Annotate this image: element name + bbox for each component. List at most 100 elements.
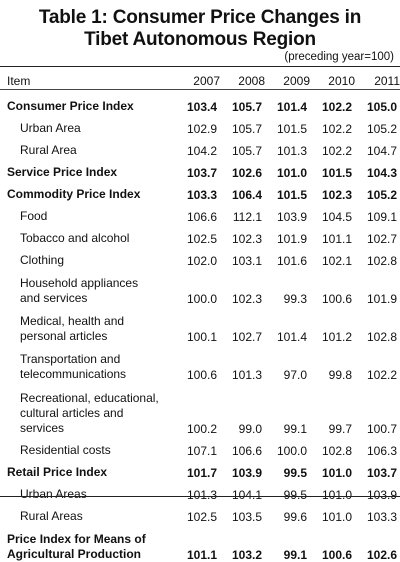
row-value: 102.7: [231, 330, 262, 344]
row-label: Tobacco and alcohol: [20, 231, 130, 245]
row-label: Household appliances and services: [20, 276, 139, 305]
header-year: 2009: [283, 74, 310, 88]
row-value: 101.0: [276, 166, 307, 180]
row-value: 101.5: [276, 122, 307, 136]
row-value: 105.7: [231, 122, 262, 136]
row-value: 99.7: [328, 422, 352, 436]
row-value: 102.3: [321, 188, 352, 202]
row-value: 105.2: [366, 122, 397, 136]
header-year: 2007: [193, 74, 220, 88]
row-label: Medical, health and personal articles: [20, 314, 125, 343]
row-value: 101.3: [276, 144, 307, 158]
row-value: 99.0: [238, 422, 262, 436]
row-value: 103.4: [186, 100, 217, 114]
row-label: Recreational, educational, cultural arti…: [20, 391, 159, 435]
header-row: Item 2007 2008 2009 2010 2011: [0, 69, 400, 88]
row-value: 100.6: [321, 292, 352, 306]
row-label: Retail Price Index: [7, 465, 108, 479]
header-rule: [0, 89, 400, 90]
table-row: Urban Area 102.9 105.7 101.5 102.2 105.2: [0, 114, 400, 136]
row-value: 101.0: [321, 488, 352, 502]
table-row: Recreational, educational, cultural arti…: [0, 382, 400, 436]
row-value: 104.1: [231, 488, 262, 502]
row-value: 99.1: [283, 422, 307, 436]
header-year: 2010: [328, 74, 355, 88]
row-label: Urban Areas: [20, 487, 87, 501]
row-value: 112.1: [232, 210, 262, 224]
row-label: Service Price Index: [7, 165, 118, 179]
row-value: 109.1: [366, 210, 397, 224]
table-body: Consumer Price Index 103.4 105.7 101.4 102.2…: [0, 88, 400, 562]
row-value: 106.4: [231, 188, 262, 202]
row-value: 101.1: [186, 548, 217, 562]
row-value: 105.0: [366, 100, 397, 114]
row-value: 102.8: [366, 254, 397, 268]
row-value: 103.3: [186, 188, 217, 202]
row-value: 100.1: [186, 330, 217, 344]
header-year: 2011: [374, 74, 400, 88]
table-row: Price Index for Means of Agricultural Pr…: [0, 524, 400, 562]
row-value: 103.7: [186, 166, 217, 180]
row-value: 106.6: [231, 444, 262, 458]
row-value: 101.9: [276, 232, 307, 246]
row-value: 104.7: [366, 144, 397, 158]
row-label: Price Index for Means of Agricultural Pr…: [7, 532, 146, 561]
row-value: 102.8: [321, 444, 352, 458]
table-row: Rural Area 104.2 105.7 101.3 102.2 104.7: [0, 136, 400, 158]
row-label: Transportation and telecommunications: [20, 352, 127, 381]
row-value: 103.9: [366, 488, 397, 502]
row-value: 100.0: [186, 292, 217, 306]
row-value: 99.1: [283, 548, 307, 562]
row-value: 102.7: [366, 232, 397, 246]
row-value: 105.7: [231, 100, 262, 114]
row-value: 104.2: [186, 144, 217, 158]
row-value: 103.2: [231, 548, 262, 562]
table-row: Rural Areas 102.5 103.5 99.6 101.0 103.3: [0, 502, 400, 524]
table-row: Tobacco and alcohol 102.5 102.3 101.9 101.1 1…: [0, 224, 400, 246]
row-value: 103.3: [366, 510, 397, 524]
row-value: 100.2: [186, 422, 217, 436]
row-value: 101.7: [186, 466, 217, 480]
row-value: 101.0: [321, 466, 352, 480]
row-value: 102.0: [186, 254, 217, 268]
row-value: 105.7: [231, 144, 262, 158]
row-value: 102.2: [366, 368, 397, 382]
row-value: 104.5: [321, 210, 352, 224]
row-value: 100.0: [276, 444, 307, 458]
row-label: Rural Area: [20, 143, 77, 157]
row-value: 106.6: [186, 210, 217, 224]
row-value: 99.5: [283, 466, 307, 480]
row-value: 103.9: [276, 210, 307, 224]
row-value: 102.6: [366, 548, 397, 562]
header-year: 2008: [238, 74, 265, 88]
row-value: 101.1: [321, 232, 352, 246]
price-table: Item 2007 2008 2009 2010 2011 Consumer P…: [0, 69, 400, 562]
row-value: 99.8: [328, 368, 352, 382]
table-row: Clothing 102.0 103.1 101.6 102.1 102.8: [0, 246, 400, 268]
row-label: Residential costs: [20, 443, 111, 457]
bottom-rule: [0, 496, 400, 497]
row-value: 104.3: [366, 166, 397, 180]
row-value: 106.3: [366, 444, 397, 458]
row-value: 101.9: [366, 292, 397, 306]
row-value: 103.9: [231, 466, 262, 480]
row-value: 101.2: [321, 330, 352, 344]
row-value: 102.2: [321, 122, 352, 136]
table-row: Commodity Price Index 103.3 106.4 101.5 102.…: [0, 180, 400, 202]
row-value: 99.6: [283, 510, 307, 524]
row-value: 102.2: [321, 100, 352, 114]
row-value: 102.3: [231, 232, 262, 246]
row-label: Rural Areas: [20, 509, 83, 523]
table-row: Residential costs 107.1 106.6 100.0 102.8 106…: [0, 436, 400, 458]
table-row: Service Price Index 103.7 102.6 101.0 101.5 1…: [0, 158, 400, 180]
row-value: 102.5: [186, 510, 217, 524]
row-value: 99.5: [283, 488, 307, 502]
table-row: Retail Price Index 101.7 103.9 99.5 101.0 103…: [0, 458, 400, 480]
row-value: 102.1: [321, 254, 352, 268]
row-label: Food: [20, 209, 48, 223]
row-value: 100.6: [186, 368, 217, 382]
price-table-page: Table 1: Consumer Price Changes in Tibet…: [0, 7, 400, 562]
row-value: 101.4: [276, 100, 307, 114]
row-label: Clothing: [20, 253, 65, 267]
row-value: 101.4: [276, 330, 307, 344]
